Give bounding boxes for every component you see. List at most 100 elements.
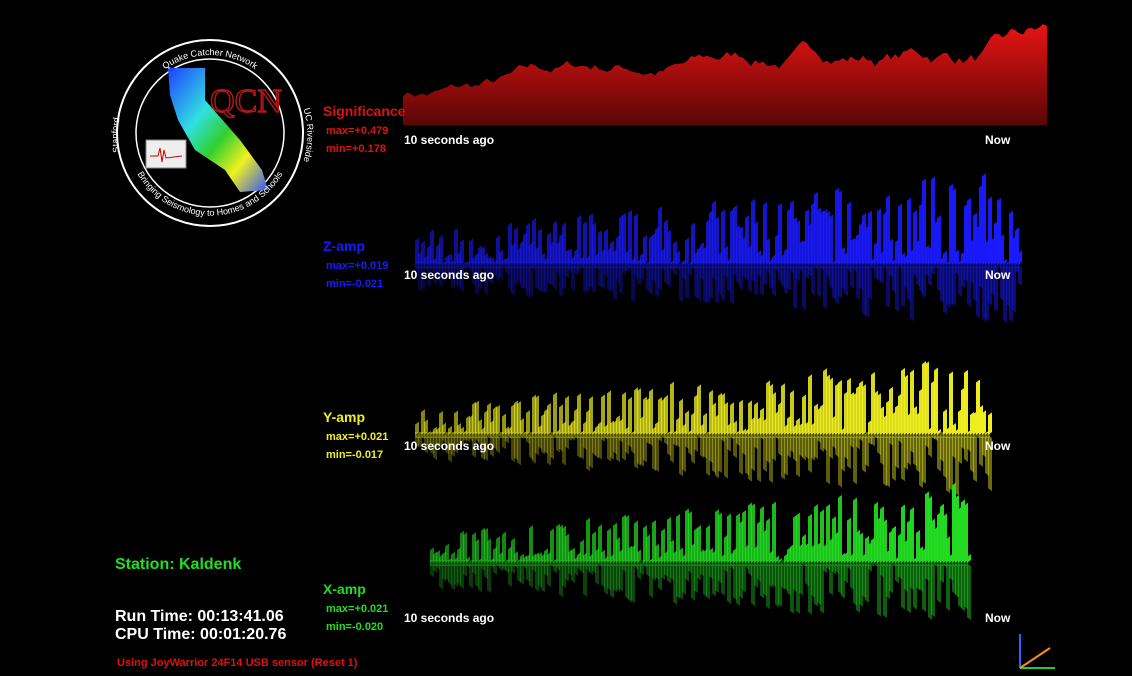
wave-bar-down [685, 265, 689, 300]
wave-bar-down [922, 435, 926, 484]
wave-bar-down [433, 435, 437, 461]
wave-bar-down [1012, 265, 1016, 313]
wave-bar-up [952, 187, 956, 265]
wave-bar-down [898, 265, 902, 269]
wave-bar-up [847, 517, 851, 563]
wave-bar-down [973, 435, 977, 483]
wave-bar-down [832, 265, 836, 300]
wave-bar-up [829, 214, 833, 265]
wave-bar-down [934, 563, 938, 567]
wave-bar-down [517, 265, 521, 283]
wave-bar-down [925, 265, 929, 278]
wave-bar-down [607, 563, 611, 591]
panel-min: min=-0.021 [326, 278, 383, 290]
wave-bar-down [457, 563, 461, 586]
wave-bar-down [478, 435, 482, 446]
wave-bar-down [691, 435, 695, 464]
wave-bar-down [757, 435, 761, 483]
wave-bar-down [694, 265, 698, 299]
wave-bar-down [964, 265, 968, 282]
wave-bar-down [511, 563, 515, 574]
wave-bar-down [661, 265, 665, 271]
wave-bar-down [448, 435, 452, 463]
wave-bar-down [826, 435, 830, 485]
wave-bar-down [898, 563, 902, 580]
wave-bar-down [826, 265, 830, 279]
wave-bar-down [457, 265, 461, 289]
wave-bar-down [712, 435, 716, 474]
wave-bar-down [526, 265, 530, 299]
wave-bar-down [826, 563, 830, 571]
wave-bar-down [907, 563, 911, 614]
wave-bar-down [769, 265, 773, 290]
wave-bar-down [853, 435, 857, 485]
wave-bar-down [739, 563, 743, 599]
wave-bar-down [793, 563, 797, 592]
wave-bar-down [928, 435, 932, 458]
wave-bar-down [961, 563, 965, 612]
wave-bar-down [523, 563, 527, 570]
wave-bar-down [907, 265, 911, 302]
wave-bar-down [532, 563, 536, 573]
wave-bar-down [553, 435, 557, 439]
wave-bar-down [493, 563, 497, 575]
wave-bar-down [529, 265, 533, 298]
wave-bar-down [514, 563, 518, 569]
wave-bar-up [766, 238, 770, 265]
wave-bar-down [640, 265, 644, 281]
wave-bar-down [442, 265, 446, 282]
wave-bar-down [451, 435, 455, 458]
wave-bar-down [607, 265, 611, 293]
wave-bar-down [820, 265, 824, 271]
wave-bar-down [502, 563, 506, 571]
wave-bar-down [736, 563, 740, 606]
wave-bar-down [802, 563, 806, 567]
wave-bar-up [646, 534, 650, 563]
axis-icon [1019, 634, 1055, 669]
panel-min: min=+0.178 [326, 143, 386, 155]
wave-bar-down [613, 435, 617, 455]
wave-bar-down [439, 563, 443, 590]
wave-bar-down [547, 563, 551, 588]
wave-bar-down [613, 563, 617, 593]
wave-bar-down [526, 435, 530, 445]
wave-bar-down [814, 265, 818, 270]
wave-bar-up [601, 394, 605, 435]
wave-bar-down [1006, 265, 1010, 308]
wave-bar-up [475, 538, 479, 563]
wave-bar-down [838, 265, 842, 299]
wave-bar-down [595, 563, 599, 586]
wave-bar-down [565, 563, 569, 582]
wave-bar-down [472, 265, 476, 287]
wave-bar-down [958, 435, 962, 465]
wave-bar-down [475, 563, 479, 588]
wave-bar-down [895, 265, 899, 312]
wave-bar-down [559, 265, 563, 298]
wave-bar-down [970, 265, 974, 284]
wave-bar-down [769, 563, 773, 589]
wave-bar-up [571, 547, 575, 563]
panel-label: X-amp [323, 581, 366, 597]
wave-bar-down [550, 435, 554, 460]
wave-bar-down [727, 265, 731, 293]
wave-bar-up [514, 551, 518, 563]
wave-bar-down [580, 435, 584, 460]
wave-bar-down [850, 265, 854, 290]
wave-bar-down [520, 265, 524, 290]
wave-bar-down [619, 265, 623, 295]
wave-bar-down [916, 563, 920, 591]
wave-bar-down [823, 265, 827, 309]
wave-bar-down [814, 435, 818, 460]
wave-bar-down [829, 265, 833, 290]
wave-bar-down [1000, 265, 1004, 301]
wave-bar-up [937, 215, 941, 265]
time-end: Now [985, 268, 1011, 282]
wave-bar-down [577, 563, 581, 571]
wave-bar-down [634, 563, 638, 570]
wave-bar-down [808, 435, 812, 474]
wave-bar-down [724, 265, 728, 278]
wave-bar-down [793, 435, 797, 462]
wave-bar-down [478, 563, 482, 593]
wave-bar-down [856, 563, 860, 613]
wave-bar-down [946, 563, 950, 612]
